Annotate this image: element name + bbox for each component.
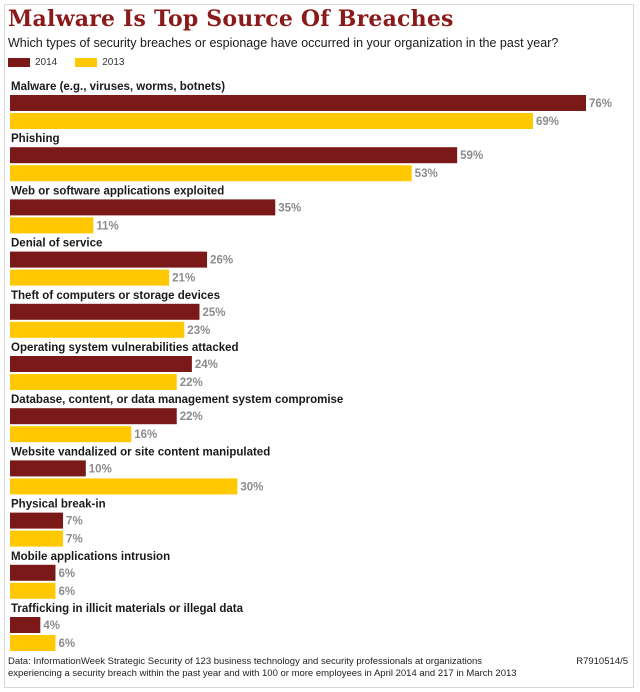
legend-item-2013: 2013 bbox=[75, 57, 125, 68]
value-label: 6% bbox=[58, 568, 75, 580]
legend-label-2013: 2013 bbox=[102, 57, 125, 68]
category-label: Theft of computers or storage devices bbox=[11, 290, 220, 302]
value-label: 4% bbox=[43, 620, 60, 632]
chart-title: Malware Is Top Source Of Breaches bbox=[8, 6, 454, 32]
value-label: 53% bbox=[415, 168, 438, 180]
chart-code: R7910514/5 bbox=[576, 656, 628, 667]
value-label: 30% bbox=[240, 481, 263, 493]
bar-2013 bbox=[10, 165, 412, 182]
value-label: 26% bbox=[210, 255, 233, 267]
value-label: 35% bbox=[278, 202, 301, 214]
bar-2013 bbox=[10, 269, 170, 286]
legend: 2014 2013 bbox=[8, 57, 143, 68]
bar-2014 bbox=[10, 356, 192, 372]
value-label: 7% bbox=[66, 516, 83, 528]
legend-swatch-2014 bbox=[8, 58, 30, 67]
value-label: 10% bbox=[89, 463, 112, 475]
bar-2014 bbox=[10, 251, 208, 268]
bar-2013 bbox=[10, 217, 94, 234]
category-label: Web or software applications exploited bbox=[11, 185, 224, 197]
value-label: 21% bbox=[172, 273, 195, 285]
category-label: Phishing bbox=[11, 133, 60, 145]
value-label: 25% bbox=[202, 307, 225, 319]
value-label: 7% bbox=[66, 534, 83, 546]
bar-2013 bbox=[10, 321, 185, 338]
source-note: Data: InformationWeek Strategic Security… bbox=[8, 656, 517, 679]
chart-subtitle: Which types of security breaches or espi… bbox=[8, 36, 559, 50]
category-label: Malware (e.g., viruses, worms, botnets) bbox=[11, 81, 225, 93]
bar-2014 bbox=[10, 564, 56, 581]
bar-2013 bbox=[10, 374, 177, 390]
bar-2013 bbox=[10, 635, 56, 651]
value-label: 22% bbox=[180, 377, 203, 389]
value-label: 22% bbox=[180, 411, 203, 423]
category-label: Trafficking in illicit materials or ille… bbox=[11, 603, 244, 615]
bar-2014 bbox=[10, 147, 458, 164]
bar-2014 bbox=[10, 408, 177, 425]
bar-2014 bbox=[10, 512, 64, 529]
value-label: 6% bbox=[58, 586, 75, 598]
bar-2014 bbox=[10, 460, 86, 477]
bar-2013 bbox=[10, 582, 56, 599]
legend-swatch-2013 bbox=[75, 58, 98, 67]
bar-2014 bbox=[10, 95, 586, 111]
bar-2013 bbox=[10, 426, 132, 443]
legend-item-2014: 2014 bbox=[8, 57, 57, 68]
category-label: Database, content, or data management sy… bbox=[11, 394, 343, 406]
category-label: Website vandalized or site content manip… bbox=[11, 446, 270, 458]
bar-2014 bbox=[10, 199, 276, 216]
value-label: 69% bbox=[536, 116, 559, 128]
bar-2013 bbox=[10, 113, 533, 129]
bar-2013 bbox=[10, 478, 238, 495]
value-label: 24% bbox=[195, 359, 218, 371]
value-label: 59% bbox=[460, 150, 483, 162]
category-label: Denial of service bbox=[11, 238, 102, 250]
legend-label-2014: 2014 bbox=[35, 57, 58, 68]
bar-2013 bbox=[10, 530, 64, 547]
value-label: 16% bbox=[134, 429, 157, 441]
bar-2014 bbox=[10, 617, 41, 633]
category-label: Physical break-in bbox=[11, 499, 106, 511]
value-label: 76% bbox=[589, 98, 612, 110]
category-label: Operating system vulnerabilities attacke… bbox=[11, 342, 239, 354]
bar-2014 bbox=[10, 303, 200, 320]
value-label: 23% bbox=[187, 325, 210, 337]
value-label: 6% bbox=[58, 638, 75, 650]
category-label: Mobile applications intrusion bbox=[11, 551, 170, 563]
value-label: 11% bbox=[96, 220, 118, 232]
